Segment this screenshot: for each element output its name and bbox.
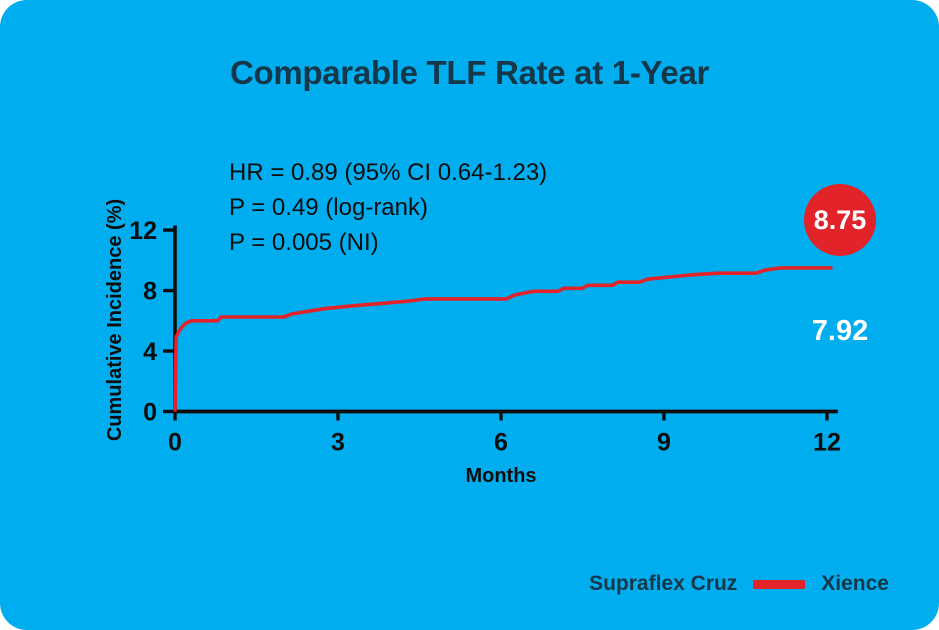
secondary-value: 7.92 (811, 315, 869, 347)
y-tick-label: 12 (129, 217, 157, 245)
y-tick-label: 8 (143, 278, 157, 306)
km-curve (173, 266, 833, 412)
endpoint-badge-value: 8.75 (813, 204, 867, 235)
xience-line-swatch (753, 579, 806, 589)
annotation-line-hr: HR = 0.89 (95% CI 0.64-1.23) (229, 159, 548, 186)
x-tick-label: 6 (494, 429, 508, 457)
y-tick-label: 4 (143, 338, 157, 366)
x-tick-label: 9 (657, 429, 671, 457)
annotation-line-logrank: P = 0.49 (log-rank) (229, 194, 428, 221)
stats-annotation: HR = 0.89 (95% CI 0.64-1.23) P = 0.49 (l… (229, 155, 547, 260)
legend-supraflex-label: Supraflex Cruz (589, 572, 738, 595)
x-tick-label: 3 (331, 429, 345, 457)
endpoint-badge: 8.75 (804, 184, 876, 256)
annotation-line-ni: P = 0.005 (NI) (229, 229, 379, 256)
x-tick-label: 0 (168, 429, 182, 457)
legend: Supraflex Cruz Xience (589, 572, 889, 596)
x-axis-label: Months (465, 465, 537, 487)
legend-xience-label: Xience (821, 572, 889, 595)
x-tick-label: 12 (813, 429, 841, 457)
chart-title: Comparable TLF Rate at 1-Year (229, 54, 710, 91)
y-tick-label: 0 (143, 399, 157, 427)
